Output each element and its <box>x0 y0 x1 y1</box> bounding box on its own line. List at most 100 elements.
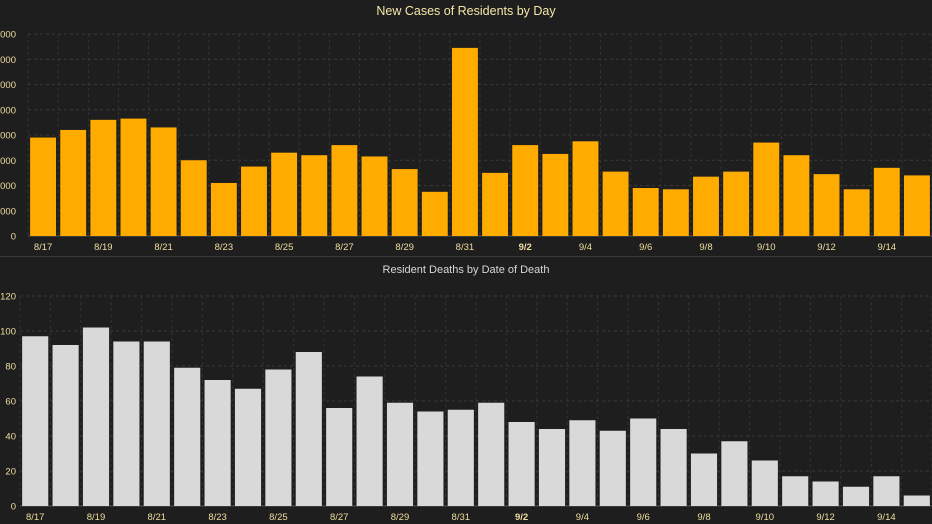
x-tick-label: 8/29 <box>391 512 410 523</box>
x-tick-label: 8/19 <box>87 512 106 523</box>
bar-9-4 <box>572 141 599 236</box>
x-tick-label: 8/25 <box>275 242 294 253</box>
bar-8-18 <box>52 345 79 506</box>
y-tick-label: 0 <box>11 502 16 513</box>
bar-9-10 <box>753 142 780 236</box>
x-tick-label: 9/2 <box>519 242 532 253</box>
bar-9-10 <box>751 460 778 506</box>
bar-8-23 <box>204 380 231 506</box>
bar-8-23 <box>210 182 237 236</box>
bar-8-25 <box>271 152 298 236</box>
bar-8-24 <box>234 388 262 506</box>
y-tick-label: 100 <box>0 327 16 338</box>
bar-9-8 <box>693 176 719 236</box>
y-tick-label: 60 <box>5 397 16 408</box>
y-tick-label: 7,000 <box>0 55 16 66</box>
x-tick-label: 9/6 <box>637 512 650 523</box>
x-tick-label: 8/27 <box>330 512 349 523</box>
bar-8-20 <box>120 118 147 236</box>
resident-deaths-chart: Resident Deaths by Date of Death 0 20 40 60 8… <box>0 264 932 523</box>
y-tick-label: 80 <box>5 362 16 373</box>
bar-8-21 <box>150 127 177 236</box>
bar-8-17 <box>22 336 49 506</box>
bar-9-9 <box>721 441 748 506</box>
bar-9-3 <box>542 153 569 236</box>
y-tick-label: 20 <box>5 467 16 478</box>
x-tick-label: 9/4 <box>579 242 592 253</box>
bar-8-31 <box>447 409 474 506</box>
x-tick-label: 9/12 <box>816 512 835 523</box>
bar-8-19 <box>82 327 110 506</box>
x-tick-label: 9/10 <box>757 242 776 253</box>
x-tick-label: 8/23 <box>208 512 227 523</box>
bar-9-11 <box>782 476 809 506</box>
x-tick-label: 8/29 <box>395 242 414 253</box>
bar-8-30 <box>417 411 444 506</box>
y-tick-label: 0 <box>11 232 16 243</box>
bar-9-5 <box>599 430 626 506</box>
bar-8-25 <box>265 369 292 506</box>
bar-9-7 <box>660 429 687 506</box>
x-tick-label: 8/19 <box>94 242 113 253</box>
y-tick-label: 8,000 <box>0 30 16 41</box>
bar-9-14 <box>873 476 900 506</box>
bar-9-2 <box>512 145 539 236</box>
bar-8-29 <box>386 402 414 506</box>
bar-9-15 <box>903 495 930 506</box>
bar-8-21 <box>143 341 170 506</box>
bar-8-17 <box>30 137 57 236</box>
x-tick-label: 9/14 <box>878 242 897 253</box>
bar-9-4 <box>569 420 596 506</box>
bar-9-14 <box>873 167 900 236</box>
y-tick-label: 5,000 <box>0 105 16 116</box>
bar-9-9 <box>723 171 750 236</box>
bar-8-30 <box>421 191 448 236</box>
x-tick-label: 8/31 <box>452 512 471 523</box>
bar-9-6 <box>632 188 659 236</box>
y-tick-label: 120 <box>0 292 16 303</box>
bar-9-15 <box>903 175 930 236</box>
y-tick-label: 6,000 <box>0 80 16 91</box>
bar-8-29 <box>391 169 418 236</box>
y-tick-label: 4,000 <box>0 131 16 142</box>
bar-9-6 <box>630 418 657 506</box>
chart-title: Resident Deaths by Date of Death <box>383 264 550 276</box>
bar-9-11 <box>783 155 810 236</box>
x-tick-label: 8/23 <box>215 242 234 253</box>
bar-8-26 <box>295 352 322 506</box>
bar-9-2 <box>508 422 535 506</box>
x-tick-label: 8/17 <box>34 242 53 253</box>
x-tick-label: 9/4 <box>576 512 589 523</box>
chart-divider <box>0 256 932 257</box>
bar-8-20 <box>113 341 140 506</box>
bar-8-31 <box>451 47 478 237</box>
bar-8-22 <box>180 160 207 236</box>
bar-9-1 <box>478 402 505 506</box>
bar-8-19 <box>90 119 117 236</box>
x-tick-label: 8/21 <box>154 242 173 253</box>
new-cases-chart: New Cases of Residents by Day 0 1,000 2,000… <box>0 4 932 253</box>
bar-8-27 <box>331 145 358 236</box>
bar-9-7 <box>662 189 689 236</box>
y-tick-label: 3,000 <box>0 156 16 167</box>
x-tick-label: 9/6 <box>639 242 652 253</box>
x-tick-label: 9/8 <box>697 512 710 523</box>
x-tick-label: 9/12 <box>817 242 836 253</box>
x-tick-label: 8/21 <box>148 512 167 523</box>
bar-8-24 <box>241 166 267 236</box>
bar-8-22 <box>174 367 201 506</box>
x-tick-label: 9/10 <box>756 512 775 523</box>
bar-8-26 <box>301 155 328 236</box>
x-tick-label: 9/2 <box>515 512 528 523</box>
x-tick-label: 8/31 <box>456 242 475 253</box>
bar-9-5 <box>602 171 629 236</box>
x-tick-label: 9/8 <box>699 242 712 253</box>
bar-9-12 <box>812 481 839 506</box>
y-tick-label: 2,000 <box>0 181 16 192</box>
bar-9-13 <box>843 189 870 236</box>
x-tick-label: 8/25 <box>269 512 288 523</box>
chart-title: New Cases of Residents by Day <box>376 4 556 18</box>
bar-9-3 <box>538 429 566 506</box>
y-tick-label: 1,000 <box>0 206 16 217</box>
